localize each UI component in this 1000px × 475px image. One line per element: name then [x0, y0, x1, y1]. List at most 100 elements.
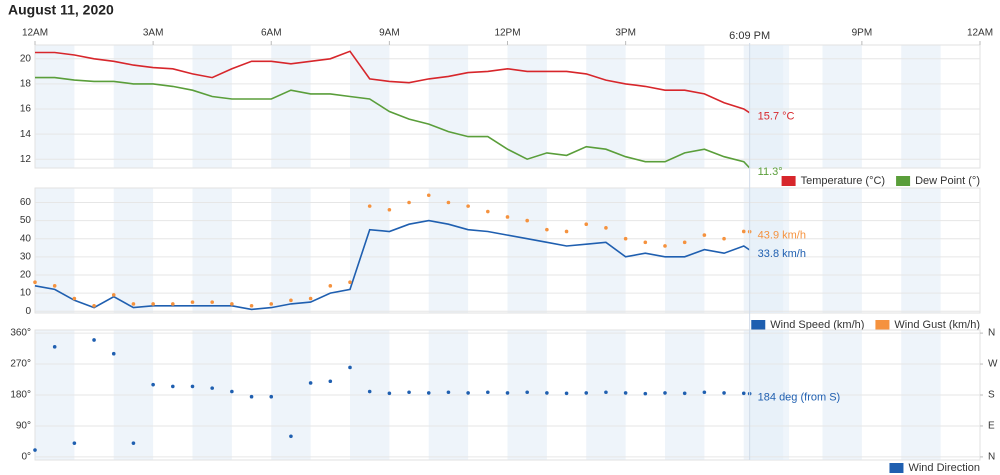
series-dot [367, 204, 372, 208]
legend-swatch [751, 320, 766, 330]
y-tick-label: 0 [25, 306, 31, 317]
series-dot [72, 296, 77, 301]
series-dot [348, 280, 352, 285]
series-dot [407, 390, 411, 395]
series-dot [623, 236, 628, 241]
series-dot [643, 391, 648, 396]
series-dot [741, 229, 746, 234]
y2-tick-label: N [988, 328, 995, 339]
hour-band [350, 188, 390, 313]
series-dot [604, 226, 608, 230]
series-dot [72, 441, 77, 445]
legend-label: Wind Direction [908, 462, 980, 474]
series-line [35, 76, 751, 169]
end-label: 33.8 km/h [758, 248, 806, 260]
series-dot [367, 389, 372, 394]
series-dot [328, 379, 333, 384]
x-tick-label: 3AM [143, 28, 164, 39]
y-tick-label: 20 [20, 53, 32, 64]
hour-band [665, 188, 705, 313]
x-tick-label: 12AM [22, 28, 48, 39]
series-dot [289, 298, 293, 303]
hour-band [113, 45, 154, 168]
hour-band [35, 45, 75, 168]
series-line [35, 50, 751, 114]
hour-band [901, 188, 941, 313]
series-dot [545, 227, 549, 232]
legend-swatch [889, 463, 904, 473]
y2-tick-label: E [988, 421, 995, 432]
y-tick-label: 30 [20, 251, 32, 262]
y-tick-label: 60 [20, 197, 32, 208]
series-dot [702, 233, 707, 237]
y2-tick-label: N [988, 452, 995, 463]
series-dot [111, 293, 116, 297]
series-dot [348, 365, 352, 370]
series-dot [230, 302, 234, 306]
series-dot [269, 302, 274, 306]
series-dot [131, 302, 136, 306]
series-dot [663, 244, 667, 248]
series-dot [52, 284, 57, 288]
series-dot [328, 284, 333, 288]
end-label: 184 deg (from S) [758, 392, 841, 404]
y-tick-label: 14 [20, 129, 32, 140]
page-title: August 11, 2020 [8, 2, 114, 18]
legend-label: Dew Point (°) [915, 175, 980, 187]
series-dot [387, 207, 392, 212]
hour-band [507, 188, 547, 313]
series-dot [131, 441, 136, 445]
series-dot [663, 391, 667, 395]
series-dot [190, 300, 195, 304]
series-dot [407, 200, 411, 205]
future-band [749, 45, 790, 168]
series-dot [486, 390, 490, 395]
x-tick-label: 3PM [615, 28, 636, 39]
hour-band [192, 188, 232, 313]
legend-swatch [896, 176, 911, 186]
series-dot [505, 391, 510, 395]
series-dot [308, 381, 313, 385]
end-label: 11.3° [758, 166, 783, 178]
y-tick-label: 40 [20, 233, 32, 244]
hour-band [350, 45, 390, 168]
y-tick-label: 10 [20, 288, 32, 299]
series-dot [230, 389, 234, 394]
series-dot [722, 236, 726, 241]
series-dot [722, 391, 726, 395]
series-dot [643, 240, 648, 245]
hour-band [822, 188, 862, 313]
legend-label: Wind Gust (km/h) [894, 319, 980, 331]
series-dot [564, 229, 569, 234]
series-dot [210, 386, 214, 390]
series-dot [249, 303, 254, 308]
plot-frame [34, 187, 981, 314]
series-dot [741, 391, 746, 396]
hour-band [192, 45, 232, 168]
series-dot [111, 351, 116, 356]
hour-band [586, 188, 626, 313]
y-tick-label: 20 [20, 270, 32, 281]
x-tick-label: 6AM [261, 28, 282, 39]
hour-band [35, 188, 75, 313]
series-dot [33, 448, 37, 452]
y-tick-label: 270° [10, 359, 31, 370]
y-tick-label: 18 [20, 79, 32, 90]
series-dot [525, 390, 529, 395]
series-dot [92, 303, 96, 308]
series-dot [584, 222, 589, 227]
series-dot [289, 434, 293, 439]
series-dot [486, 209, 490, 214]
hour-band [901, 45, 941, 168]
series-dot [446, 200, 451, 205]
hour-band [822, 45, 862, 168]
series-dot [682, 240, 687, 245]
series-dot [564, 391, 569, 396]
series-dot [33, 280, 37, 285]
legend-label: Temperature (°C) [801, 175, 885, 187]
series-dot [505, 215, 510, 219]
series-dot [525, 218, 529, 223]
hour-band [271, 188, 311, 313]
now-label: 6:09 PM [729, 30, 770, 42]
